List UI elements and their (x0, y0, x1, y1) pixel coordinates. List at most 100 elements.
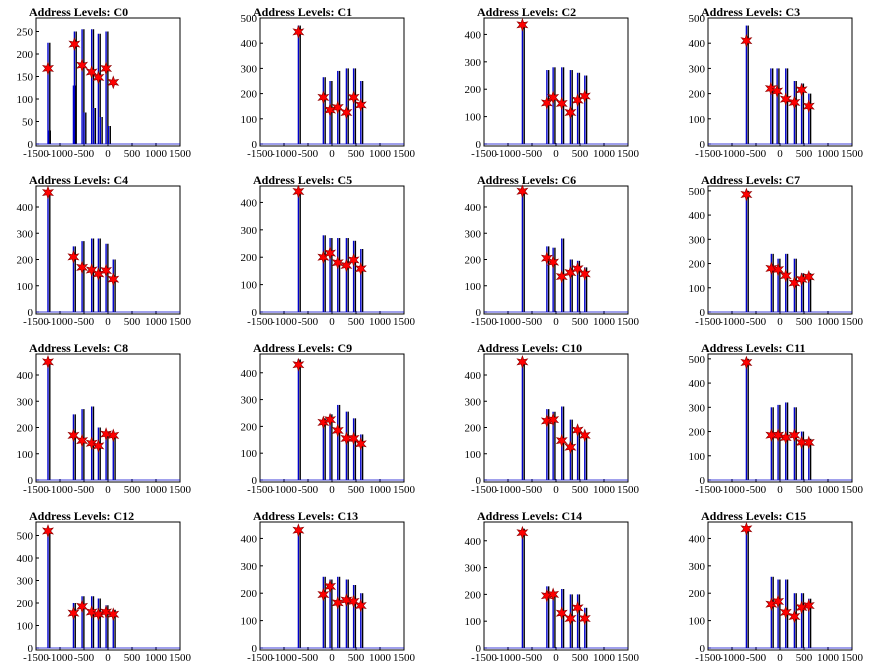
y-tick-label: 300 (465, 57, 482, 69)
peak-marker (772, 428, 785, 443)
series-0 (747, 25, 812, 144)
y-tick-label: 400 (241, 38, 258, 50)
peak-marker (76, 433, 89, 448)
peak-marker (788, 609, 801, 624)
x-tick-label: 500 (348, 316, 365, 328)
chart-panel-10: Address Levels: C10 0 100 200 300 400 -1500-10… (465, 341, 640, 496)
y-tick-label: 200 (241, 89, 258, 101)
chart-panel-6: Address Levels: C6 0 100 200 300 400 -1500-100… (465, 173, 640, 328)
series-1 (745, 358, 810, 480)
x-tick-label: -500 (522, 652, 543, 664)
peak-marker (779, 605, 792, 620)
y-tick-label: 300 (465, 563, 482, 575)
x-tick-label: -1000 (719, 652, 745, 664)
peak-marker (578, 267, 591, 281)
y-tick-label: 500 (17, 531, 34, 543)
peak-marker (347, 90, 360, 105)
x-tick-label: -1000 (495, 316, 521, 328)
x-tick-label: -1000 (719, 148, 745, 160)
peak-marker (772, 594, 785, 609)
chart-title: Address Levels: C8 (29, 341, 128, 355)
peak-marker (771, 84, 784, 98)
chart-panel-13: Address Levels: C13 0 100 200 300 400 -1500-10… (241, 509, 416, 664)
series-2 (292, 357, 367, 451)
peak-marker (85, 65, 98, 79)
peak-marker (772, 262, 785, 277)
x-tick-label: 1000 (593, 148, 616, 160)
x-tick-label: 1500 (841, 148, 864, 160)
x-tick-label: -1500 (695, 484, 721, 496)
y-tick-label: 100 (689, 616, 706, 628)
peak-marker (765, 428, 778, 443)
x-tick-label: -1500 (247, 316, 273, 328)
x-tick-label: -1000 (719, 316, 745, 328)
x-tick-label: -1000 (271, 316, 297, 328)
peak-marker (292, 184, 305, 199)
x-tick-label: -500 (522, 148, 543, 160)
peak-marker (76, 260, 89, 275)
peak-marker (331, 255, 344, 270)
x-tick-label: 1000 (817, 148, 840, 160)
x-tick-label: 0 (553, 316, 559, 328)
x-tick-label: 1500 (617, 484, 640, 496)
peak-marker (347, 431, 360, 446)
peak-marker (85, 436, 98, 451)
chart-title: Address Levels: C4 (29, 173, 128, 187)
peak-marker (324, 412, 337, 427)
chart-title: Address Levels: C2 (477, 5, 576, 19)
y-tick-label: 300 (689, 561, 706, 573)
series-2 (42, 185, 120, 287)
y-tick-label: 500 (241, 13, 258, 25)
x-tick-label: 0 (777, 652, 783, 664)
series-0 (299, 527, 364, 648)
x-tick-label: 1000 (145, 652, 168, 664)
x-tick-label: 1000 (593, 316, 616, 328)
y-tick-label: 400 (689, 38, 706, 50)
x-tick-label: 0 (105, 316, 111, 328)
x-tick-label: -1000 (271, 484, 297, 496)
plot-frame (707, 17, 853, 147)
chart-panel-4: Address Levels: C4 0 100 200 300 400 -1500-100… (17, 173, 192, 328)
peak-marker (68, 37, 81, 52)
y-tick-label: 0 (700, 643, 706, 655)
y-tick-label: 0 (28, 139, 34, 151)
chart-panel-5: Address Levels: C5 0 100 200 300 400 -1500-100… (241, 173, 416, 328)
y-tick-label: 100 (241, 280, 258, 292)
peak-marker (92, 70, 105, 85)
series-0 (299, 359, 364, 480)
peak-marker (354, 598, 367, 613)
x-tick-label: 0 (777, 484, 783, 496)
x-tick-label: -500 (746, 484, 767, 496)
x-tick-label: 1000 (817, 652, 840, 664)
peak-marker (564, 105, 577, 120)
x-tick-label: 0 (553, 148, 559, 160)
y-tick-label: 100 (17, 449, 34, 461)
x-tick-label: -500 (522, 484, 543, 496)
plot-frame (483, 17, 629, 147)
x-tick-label: 0 (777, 316, 783, 328)
y-tick-label: 200 (465, 423, 482, 435)
peak-marker (516, 184, 529, 199)
series-1 (745, 25, 810, 144)
series-2 (292, 523, 367, 613)
peak-marker (331, 595, 344, 610)
peak-marker (292, 24, 305, 39)
series-2 (42, 354, 120, 453)
y-tick-label: 300 (241, 63, 258, 75)
x-tick-label: 1500 (169, 148, 192, 160)
chart-title: Address Levels: C15 (701, 509, 806, 523)
y-tick-label: 200 (465, 255, 482, 267)
y-tick-label: 400 (689, 378, 706, 390)
x-tick-label: 0 (105, 484, 111, 496)
chart-title: Address Levels: C14 (477, 509, 582, 523)
y-tick-label: 400 (17, 202, 34, 214)
peak-marker (76, 58, 89, 73)
x-tick-label: 500 (572, 148, 589, 160)
y-tick-label: 100 (241, 616, 258, 628)
series-2 (740, 187, 815, 290)
peak-marker (779, 268, 792, 283)
y-tick-label: 0 (28, 643, 34, 655)
y-tick-label: 500 (689, 354, 706, 366)
peak-marker (292, 357, 305, 372)
peak-marker (324, 246, 337, 261)
